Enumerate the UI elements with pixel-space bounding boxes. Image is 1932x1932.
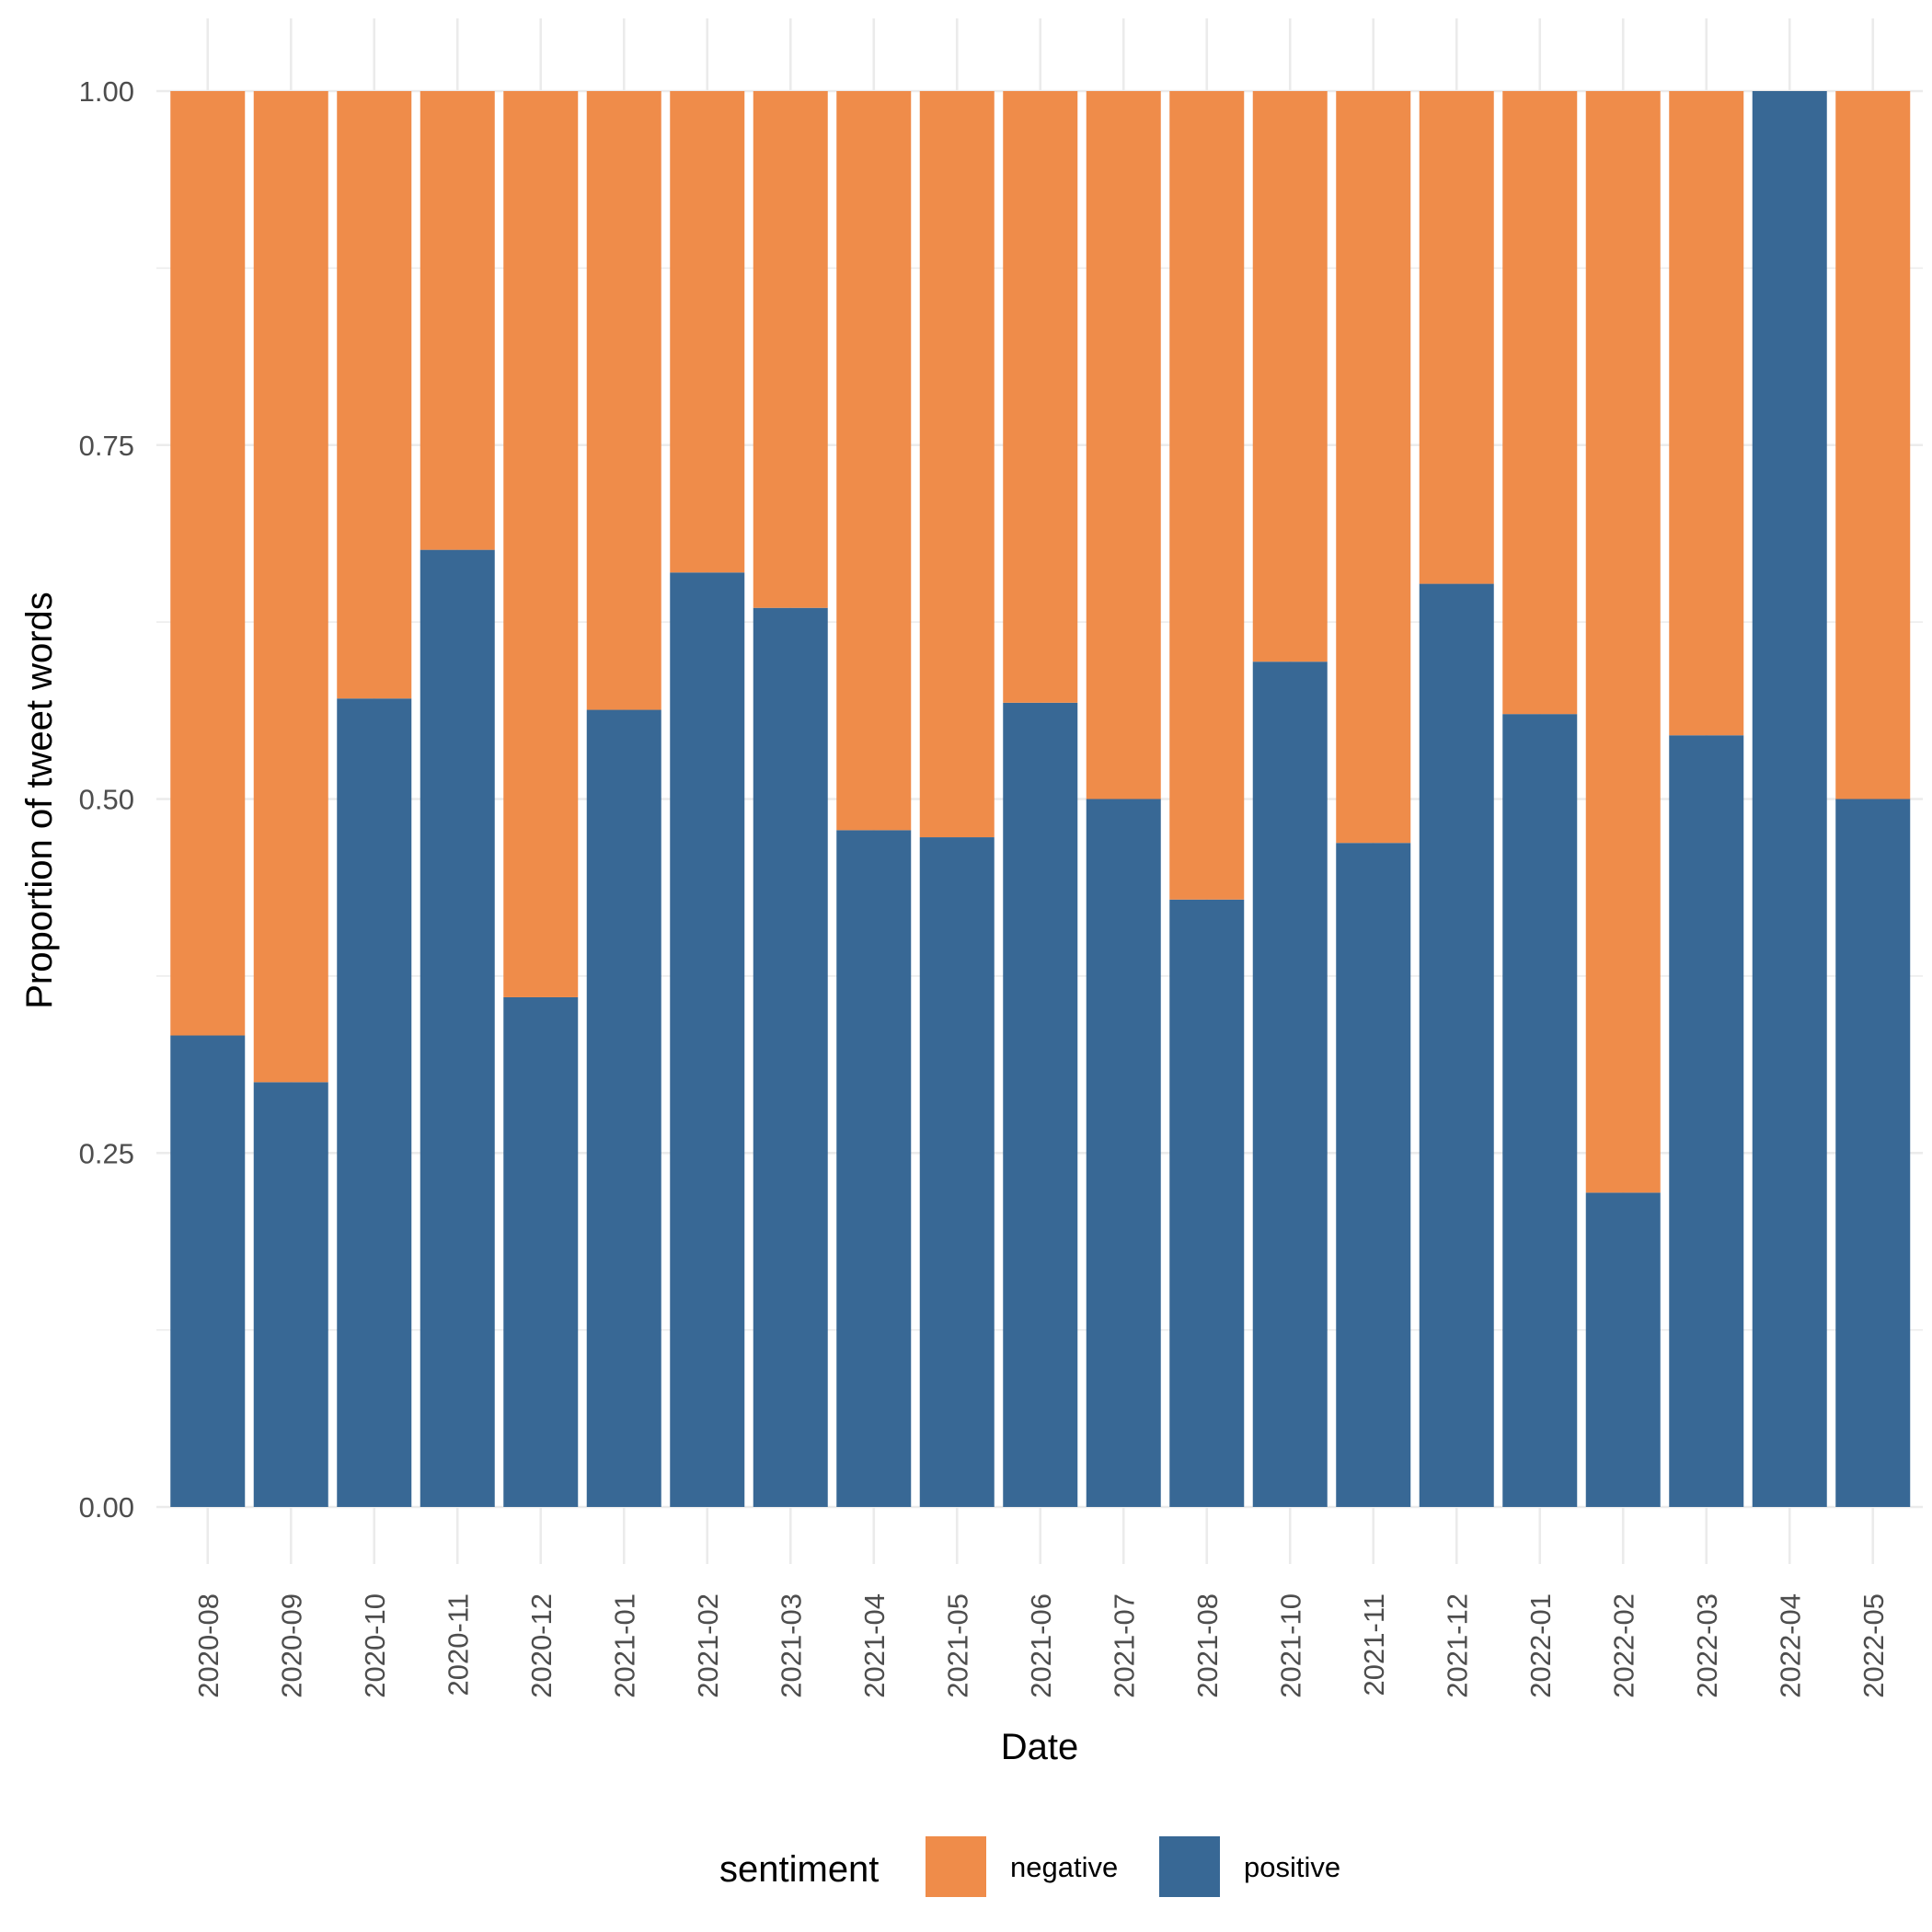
x-tick-label: 2022-01: [1524, 1593, 1557, 1698]
legend-title: sentiment: [719, 1849, 879, 1890]
bar-negative-2021-05: [919, 91, 995, 838]
y-tick-label: 0.50: [79, 784, 134, 816]
x-tick-label: 2021-01: [608, 1593, 640, 1698]
bar-negative-2021-07: [1086, 91, 1161, 799]
y-tick-label: 1.00: [79, 75, 134, 108]
bar-negative-2020-10: [337, 91, 412, 699]
legend-label-negative: negative: [1010, 1851, 1118, 1883]
legend: sentiment negative positive: [719, 1836, 1340, 1897]
bar-negative-2021-10: [1252, 91, 1328, 662]
bar-negative-2022-01: [1502, 91, 1578, 715]
bar-negative-2021-11: [1336, 91, 1411, 844]
bar-positive-2021-07: [1086, 799, 1161, 1507]
bar-positive-2021-12: [1419, 583, 1494, 1507]
x-tick-label: 2021-02: [692, 1593, 724, 1698]
x-tick-label: 2020-12: [525, 1593, 558, 1698]
bar-positive-2021-10: [1252, 661, 1328, 1507]
x-tick-label: 2021-10: [1274, 1593, 1306, 1698]
y-tick-label: 0.00: [79, 1491, 134, 1524]
bar-negative-2021-04: [836, 91, 912, 831]
bar-negative-2021-02: [670, 91, 745, 573]
bar-positive-2020-09: [253, 1082, 328, 1507]
bar-negative-2020-12: [503, 91, 579, 997]
bar-positive-2021-04: [836, 830, 912, 1507]
bar-negative-2020-09: [253, 91, 328, 1083]
bar-positive-2022-03: [1669, 735, 1744, 1507]
bar-positive-2022-01: [1502, 714, 1578, 1507]
bar-negative-2022-03: [1669, 91, 1744, 736]
y-axis-ticks: 0.00 0.25 0.50 0.75 1.00: [79, 75, 134, 1524]
x-tick-label: 2021-07: [1108, 1593, 1140, 1698]
x-tick-label: 2022-05: [1857, 1593, 1890, 1698]
bar-positive-2022-04: [1752, 91, 1827, 1507]
x-tick-label: 2021-03: [775, 1593, 807, 1698]
bar-negative-2020-08: [170, 91, 246, 1036]
bar-negative-2021-08: [1169, 91, 1245, 900]
bar-positive-2020-11: [420, 549, 495, 1507]
bar-positive-2021-01: [586, 709, 661, 1507]
x-tick-label: 2021-06: [1025, 1593, 1057, 1698]
x-tick-label: 2021-11: [1358, 1593, 1390, 1696]
bar-positive-2021-11: [1336, 843, 1411, 1507]
x-tick-label: 2020-11: [442, 1593, 474, 1696]
bar-negative-2020-11: [420, 91, 495, 550]
bar-positive-2021-06: [1003, 702, 1078, 1507]
legend-swatch-positive: [1159, 1836, 1220, 1897]
x-tick-label: 2022-03: [1691, 1593, 1723, 1698]
bar-positive-2021-08: [1169, 899, 1245, 1507]
legend-swatch-negative: [926, 1836, 986, 1897]
bar-negative-2021-06: [1003, 91, 1078, 703]
x-axis-ticks: 2020-08 2020-09 2020-10 2020-11 2020-12 2021-…: [192, 1593, 1890, 1698]
bar-negative-2021-01: [586, 91, 661, 710]
bars: [170, 91, 1911, 1507]
bar-positive-2020-08: [170, 1035, 246, 1507]
bar-positive-2022-05: [1835, 799, 1911, 1507]
bar-positive-2021-05: [919, 837, 995, 1507]
x-tick-label: 2021-04: [858, 1593, 891, 1698]
bar-positive-2021-02: [670, 572, 745, 1507]
bar-positive-2021-03: [753, 607, 828, 1507]
x-axis-title: Date: [1001, 1727, 1079, 1767]
bar-negative-2022-05: [1835, 91, 1911, 799]
x-tick-label: 2022-02: [1607, 1593, 1639, 1698]
x-tick-label: 2021-05: [941, 1593, 973, 1698]
bar-negative-2022-02: [1585, 91, 1661, 1193]
bar-positive-2020-12: [503, 996, 579, 1507]
x-tick-label: 2020-08: [192, 1593, 224, 1698]
bar-positive-2020-10: [337, 698, 412, 1507]
y-axis-title: Proportion of tweet words: [19, 592, 60, 1009]
bar-positive-2022-02: [1585, 1192, 1661, 1507]
y-tick-label: 0.25: [79, 1137, 134, 1169]
x-tick-label: 2021-08: [1191, 1593, 1224, 1698]
x-tick-label: 2022-04: [1774, 1593, 1806, 1698]
x-tick-label: 2020-10: [359, 1593, 391, 1698]
y-tick-label: 0.75: [79, 430, 134, 462]
bar-negative-2021-12: [1419, 91, 1494, 584]
legend-label-positive: positive: [1244, 1851, 1340, 1883]
x-tick-label: 2020-09: [275, 1593, 307, 1698]
bar-negative-2021-03: [753, 91, 828, 608]
x-tick-label: 2021-12: [1441, 1593, 1473, 1698]
